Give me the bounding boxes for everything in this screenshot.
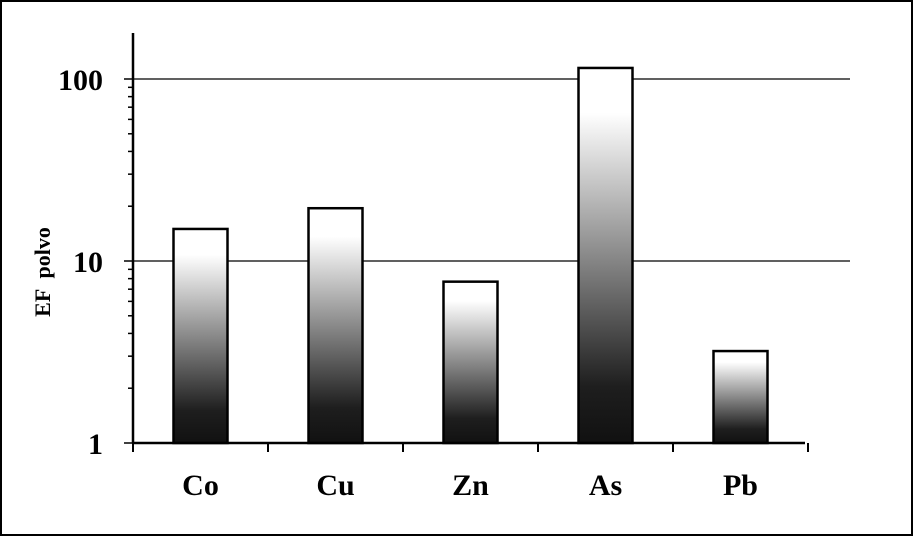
axes [124, 32, 809, 452]
bar-zn [442, 280, 499, 445]
bar-pb [712, 349, 769, 445]
x-tick-label-co: Co [182, 469, 219, 502]
y-ticks: 1 10 100 [58, 64, 103, 461]
y-axis-title: EF polvo [30, 227, 55, 317]
gridlines [133, 78, 850, 262]
x-tick-label-zn: Zn [452, 469, 489, 502]
y-tick-label-1: 1 [88, 428, 103, 461]
bar-as [577, 66, 634, 445]
bar-co [172, 227, 229, 445]
bar-cu [307, 206, 364, 445]
x-tick-label-pb: Pb [723, 469, 758, 502]
x-ticks: Co Cu Zn As Pb [182, 469, 758, 502]
y-tick-label-10: 10 [73, 246, 103, 279]
y-tick-label-100: 100 [58, 64, 103, 97]
bars [172, 66, 769, 445]
x-tick-label-cu: Cu [316, 469, 354, 502]
x-tick-label-as: As [589, 469, 622, 502]
